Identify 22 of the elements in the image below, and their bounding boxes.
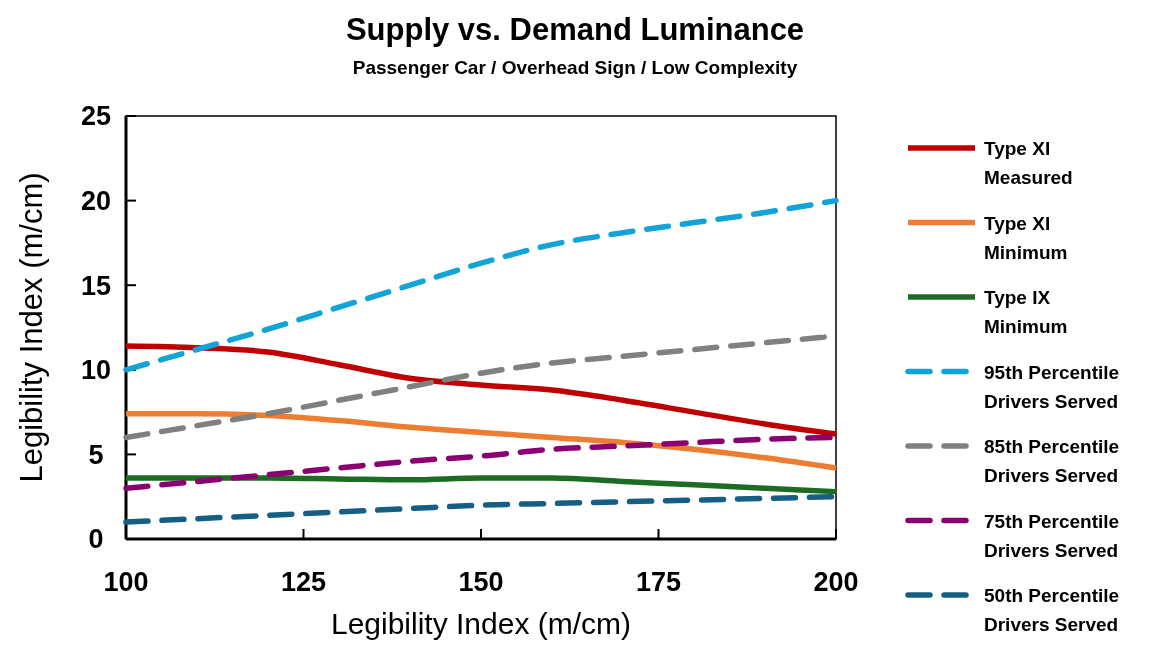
y-tick-label: 20	[80, 186, 112, 217]
y-tick-label: 5	[88, 439, 104, 470]
y-tick-label: 10	[80, 355, 112, 386]
x-tick-label: 125	[280, 567, 327, 597]
x-tick-label: 150	[458, 567, 504, 597]
legend-label: 95th Percentile Drivers Served	[984, 361, 1120, 412]
legend-label: 50th Percentile Drivers Served	[984, 585, 1120, 635]
x-tick-label: 175	[635, 567, 682, 597]
y-tick-label: 0	[88, 524, 104, 555]
chart-subtitle: Passenger Car / Overhead Sign / Low Complexity	[352, 57, 798, 78]
legend-label: Type IX Minimum	[984, 287, 1068, 337]
legend-label: Type XI Minimum	[984, 212, 1068, 263]
legend-label: 75th Percentile Drivers Served	[984, 510, 1120, 561]
chart-title: Supply vs. Demand Luminance	[345, 12, 805, 47]
y-tick-label: 15	[80, 270, 112, 301]
x-tick-label: 100	[103, 567, 149, 597]
x-tick-label: 200	[813, 567, 859, 597]
y-axis-title: Legibility Index (m/cm)	[14, 172, 49, 483]
y-tick-label: 25	[80, 101, 112, 132]
legend-label: Type XI Measured	[984, 138, 1073, 188]
legend-label: 85th Percentile Drivers Served	[984, 436, 1120, 486]
x-axis-title: Legibility Index (m/cm)	[330, 607, 632, 640]
